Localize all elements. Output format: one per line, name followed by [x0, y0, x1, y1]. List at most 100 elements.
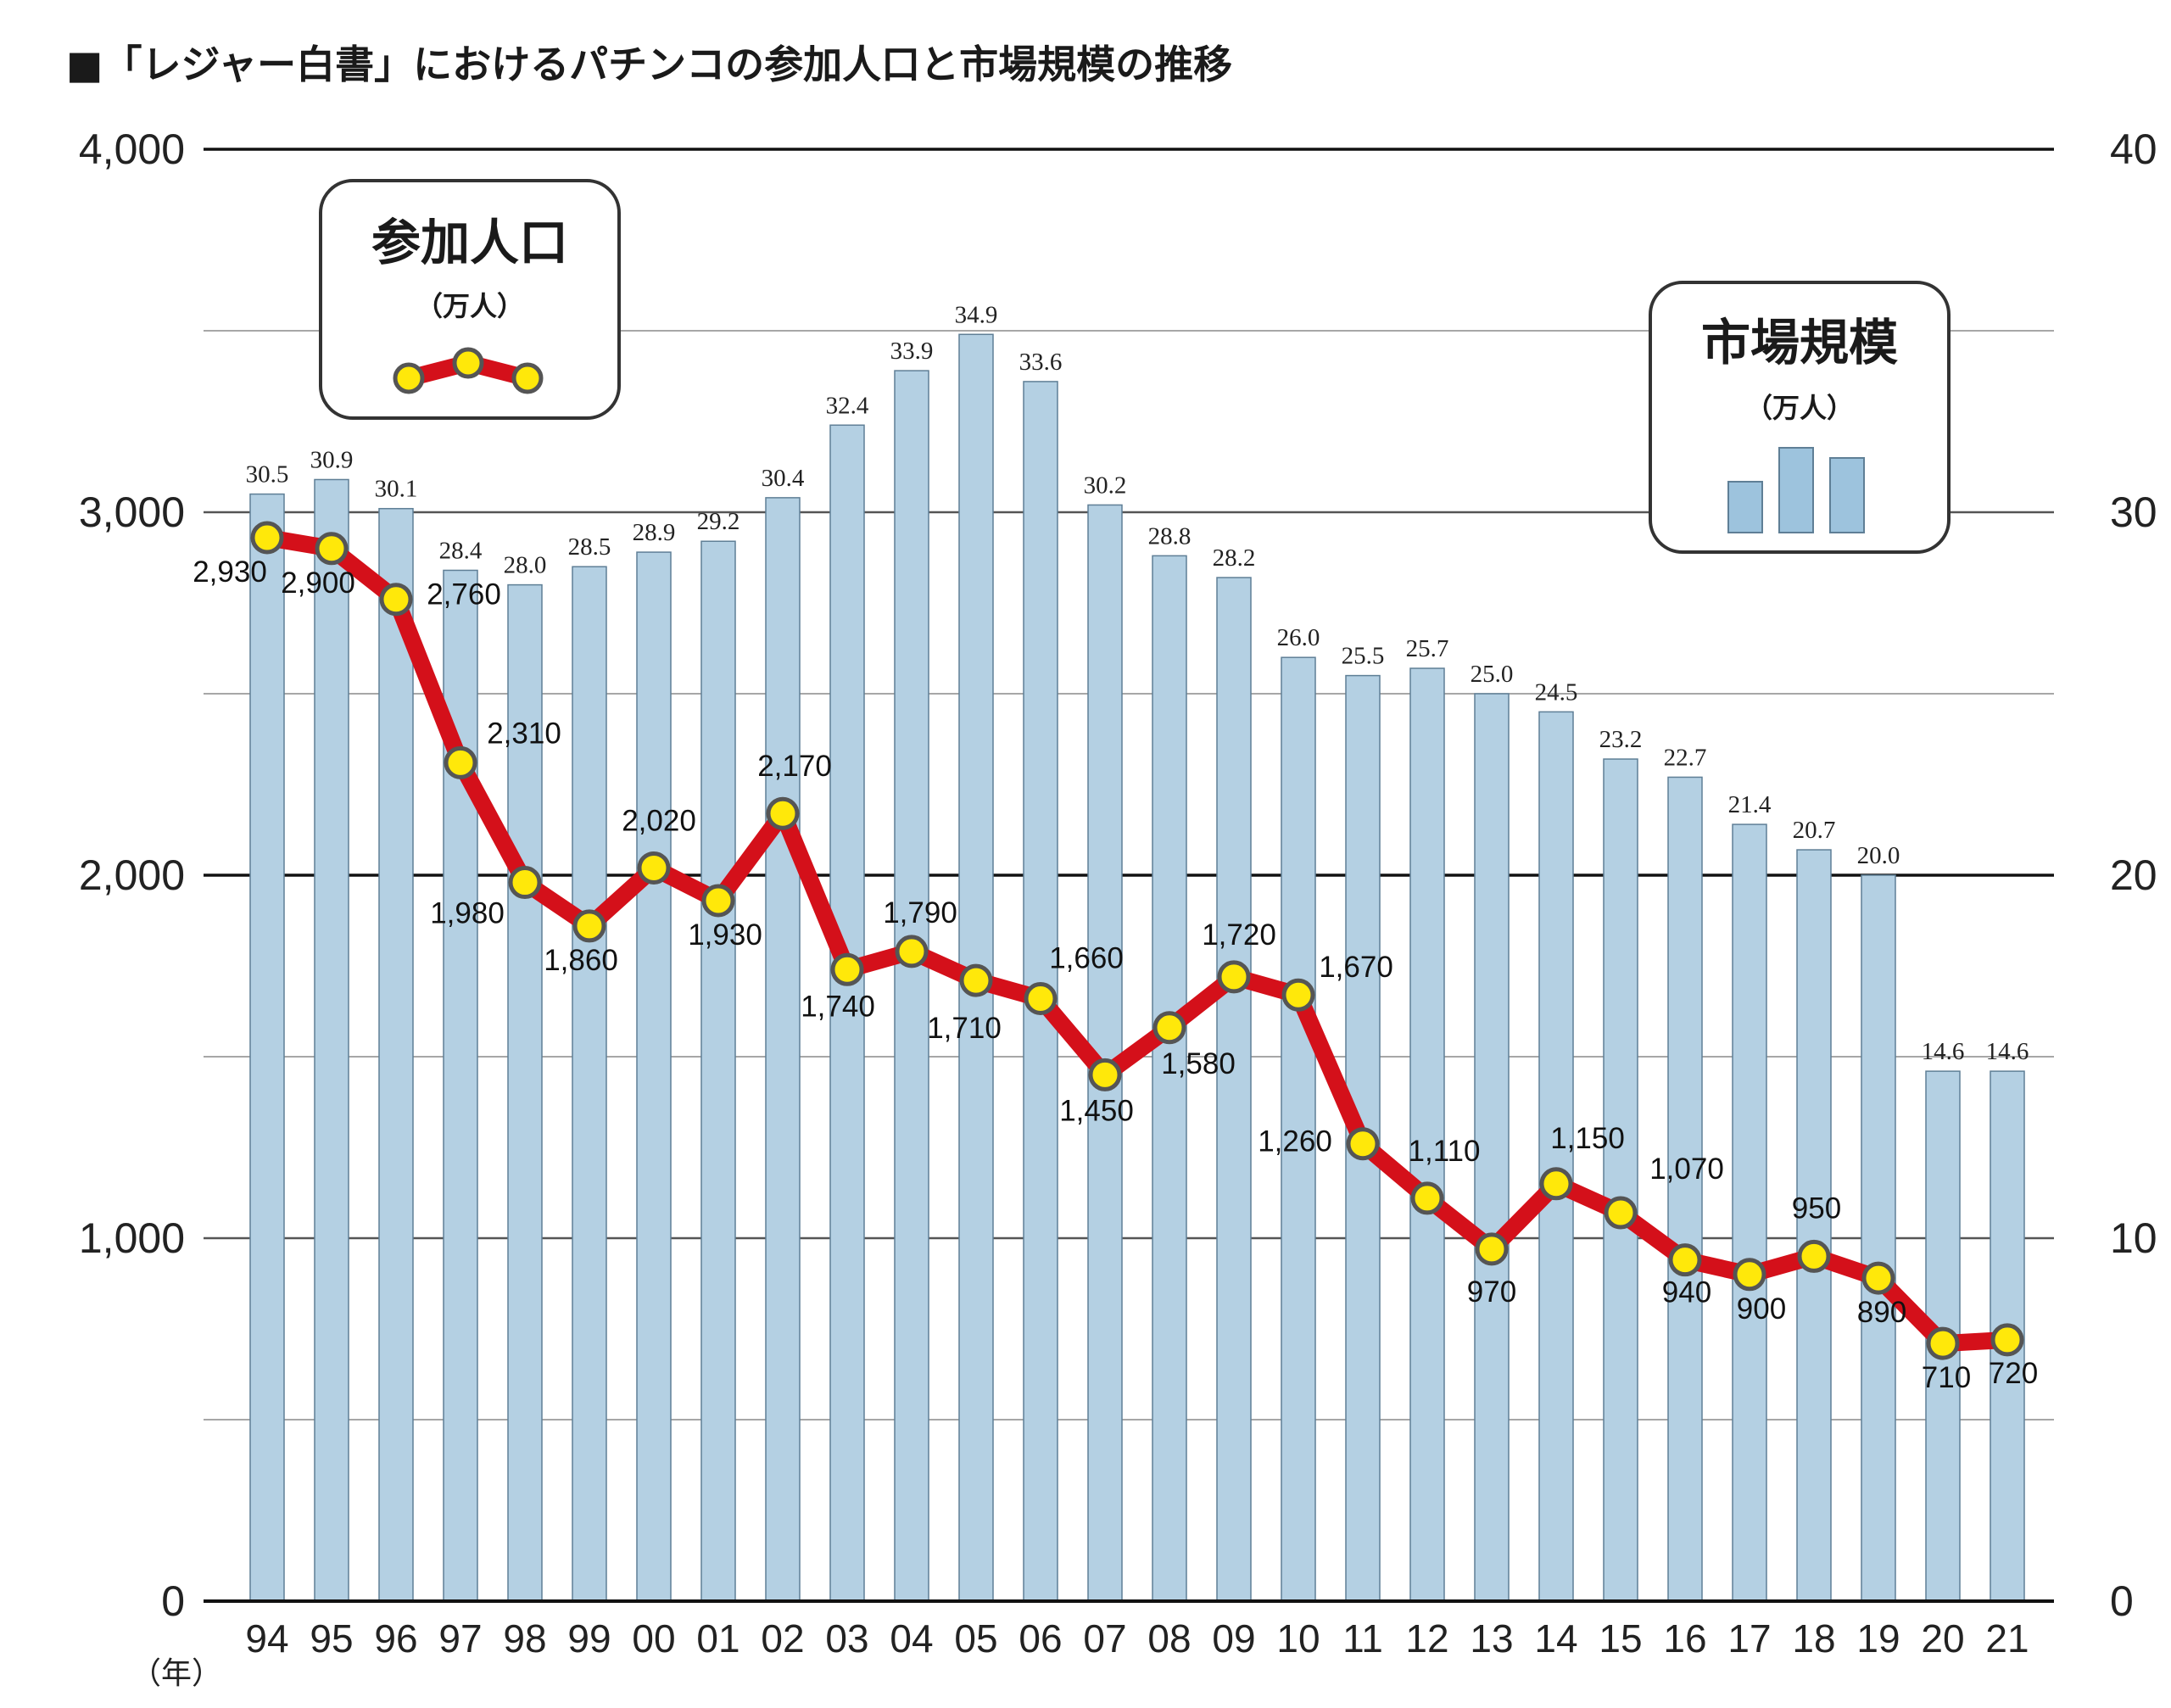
population-value-label: 1,260: [1258, 1125, 1332, 1158]
bar-value-label: 33.6: [1019, 349, 1063, 376]
population-value-label: 940: [1662, 1276, 1711, 1309]
legend-population-marker: [452, 347, 484, 379]
market-bar: [1603, 758, 1638, 1602]
population-value-label: 950: [1792, 1192, 1841, 1225]
market-bar: [1732, 823, 1767, 1602]
legend-market: 市場規模 （万人）: [1649, 281, 1951, 554]
market-bar: [1474, 693, 1510, 1602]
market-bar: [378, 507, 414, 1602]
x-tick-label: 20: [1921, 1616, 1964, 1661]
population-value-label: 1,790: [883, 896, 957, 929]
x-tick-label: 01: [696, 1616, 739, 1661]
x-tick-label: 17: [1727, 1616, 1771, 1661]
x-tick-label: 95: [310, 1616, 353, 1661]
legend-market-bar: [1778, 447, 1814, 533]
bar-value-label: 33.9: [890, 338, 934, 365]
population-value-label: 1,860: [544, 944, 618, 977]
population-marker: [1926, 1326, 1960, 1360]
y-left-tick-label: 1,000: [79, 1214, 185, 1262]
population-value-label: 1,580: [1161, 1047, 1236, 1080]
y-left-tick-label: 2,000: [79, 851, 185, 899]
x-tick-label: 07: [1083, 1616, 1126, 1661]
legend-population-unit: （万人）: [416, 290, 524, 322]
population-marker: [250, 521, 284, 555]
market-bar: [636, 551, 672, 1602]
market-bar: [1281, 656, 1316, 1602]
population-marker: [1604, 1196, 1638, 1230]
y-right-tick-label: 20: [2110, 851, 2157, 899]
x-tick-label: 03: [825, 1616, 868, 1661]
population-marker: [1990, 1323, 2024, 1357]
population-value-label: 900: [1737, 1292, 1786, 1326]
bar-value-label: 14.6: [1922, 1038, 1965, 1065]
bar-value-label: 28.8: [1148, 522, 1192, 550]
population-marker: [1281, 978, 1315, 1012]
population-line: [250, 521, 2024, 1360]
population-value-label: 970: [1467, 1275, 1516, 1309]
bar-value-label: 30.9: [310, 446, 354, 473]
population-value-label: 1,660: [1049, 942, 1124, 975]
y-left-tick-label: 3,000: [79, 488, 185, 536]
population-value-label: 2,170: [757, 750, 832, 783]
population-value-labels: 2,930 2,900 2,760 2,310 1,980 1,860 2,020 1,930…: [193, 555, 2038, 1394]
population-value-label: 1,110: [1409, 1135, 1481, 1168]
population-marker: [1475, 1232, 1509, 1266]
bar-value-label: 22.7: [1664, 744, 1707, 771]
x-tick-label: 04: [890, 1616, 933, 1661]
population-marker: [1668, 1243, 1702, 1277]
x-tick-label: 09: [1212, 1616, 1255, 1661]
x-tick-label: 12: [1405, 1616, 1448, 1661]
population-marker: [701, 884, 735, 918]
x-tick-label: 16: [1663, 1616, 1706, 1661]
population-marker: [1733, 1258, 1766, 1292]
market-bar: [1667, 776, 1703, 1602]
y-right-tick-label: 0: [2110, 1577, 2134, 1625]
bar-value-label: 25.0: [1471, 661, 1514, 688]
population-line-path: [259, 528, 2016, 1353]
population-marker: [315, 532, 349, 566]
population-marker: [1797, 1239, 1831, 1273]
x-tick-label: 18: [1792, 1616, 1835, 1661]
market-bar: [572, 566, 607, 1602]
x-tick-label: 13: [1470, 1616, 1513, 1661]
population-value-label: 1,450: [1059, 1094, 1134, 1127]
market-bar: [700, 540, 736, 1602]
legend-population-title: 参加人口: [371, 214, 568, 271]
population-marker: [1861, 1261, 1895, 1295]
market-bar: [507, 583, 543, 1602]
market-bar: [829, 424, 865, 1602]
x-tick-label: 05: [954, 1616, 997, 1661]
bar-value-label: 25.7: [1406, 635, 1449, 662]
x-tick-label: 14: [1534, 1616, 1577, 1661]
population-value-label: 1,070: [1649, 1153, 1724, 1186]
bar-value-label: 28.0: [504, 552, 547, 579]
x-tick-label: 10: [1276, 1616, 1320, 1661]
population-marker: [1410, 1181, 1444, 1215]
x-tick-label: 96: [374, 1616, 417, 1661]
x-tick-label: 19: [1856, 1616, 1900, 1661]
bar-value-label: 28.9: [633, 519, 676, 546]
population-marker: [1346, 1127, 1380, 1161]
bar-value-label: 28.5: [568, 533, 611, 561]
legend-market-title: 市場規模: [1701, 314, 1898, 371]
population-value-label: 1,710: [927, 1012, 1002, 1045]
population-marker: [895, 935, 929, 968]
market-bar: [1538, 711, 1574, 1602]
legend-market-box: [1649, 281, 1951, 554]
population-value-label: 2,310: [487, 717, 561, 750]
x-tick-label: 08: [1147, 1616, 1191, 1661]
bar-value-label: 20.7: [1793, 817, 1836, 844]
bar-value-label: 25.5: [1342, 643, 1385, 670]
market-bar: [249, 493, 285, 1602]
market-bar: [894, 370, 929, 1602]
market-bar: [1216, 577, 1252, 1602]
bar-value-label: 21.4: [1728, 791, 1772, 818]
x-tick-label: 97: [438, 1616, 482, 1661]
population-marker: [637, 851, 671, 885]
bar-value-label: 30.2: [1084, 472, 1127, 499]
legend-market-bar: [1829, 457, 1865, 533]
x-tick-label: 11: [1342, 1616, 1383, 1661]
y-left-tick-label: 0: [161, 1577, 185, 1625]
market-bar: [1152, 555, 1187, 1602]
